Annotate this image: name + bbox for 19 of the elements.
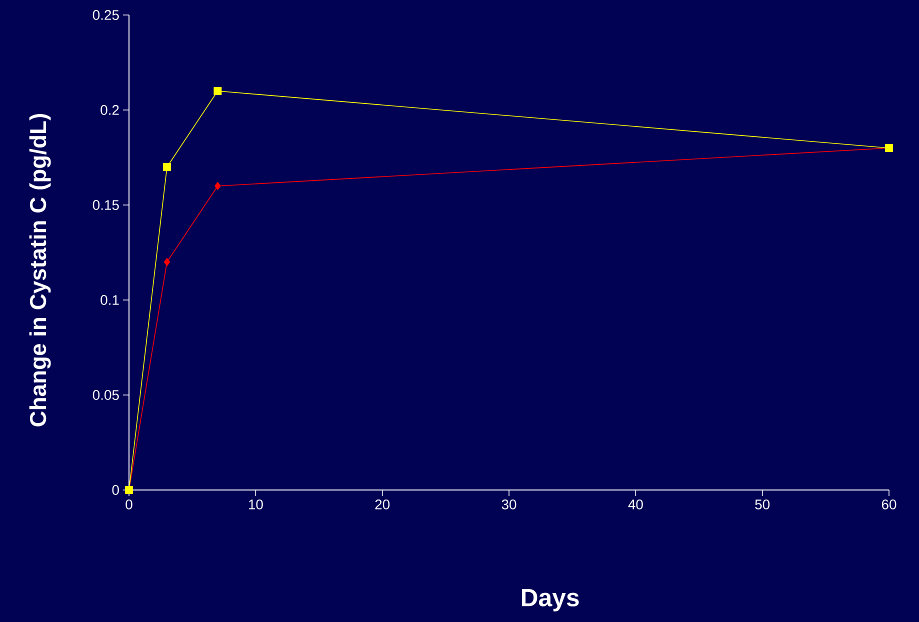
x-axis-title: Days: [522, 589, 579, 612]
point: [163, 163, 171, 171]
y-tick-label: 0.25: [92, 10, 119, 20]
x-tick-label: 20: [375, 500, 390, 510]
x-tick-label: 50: [755, 500, 770, 510]
x-tick-label: 30: [502, 500, 516, 510]
x-tick-label: 60: [882, 500, 896, 510]
y-tick-label: 0.05: [92, 390, 119, 400]
point: [214, 182, 221, 190]
x-tick-label: 10: [248, 500, 263, 510]
y-axis-title: Change in Cystatin C (pg/dL): [29, 114, 51, 426]
y-tick-label: 0.2: [100, 105, 119, 115]
point: [214, 87, 222, 95]
y-tick-label: 0: [112, 485, 119, 495]
x-tick-label: 40: [628, 500, 643, 510]
point: [164, 258, 170, 266]
y-tick-label: 0.1: [100, 295, 119, 305]
y-tick-label: 0.15: [92, 200, 119, 210]
x-tick-label: 0: [126, 500, 132, 510]
